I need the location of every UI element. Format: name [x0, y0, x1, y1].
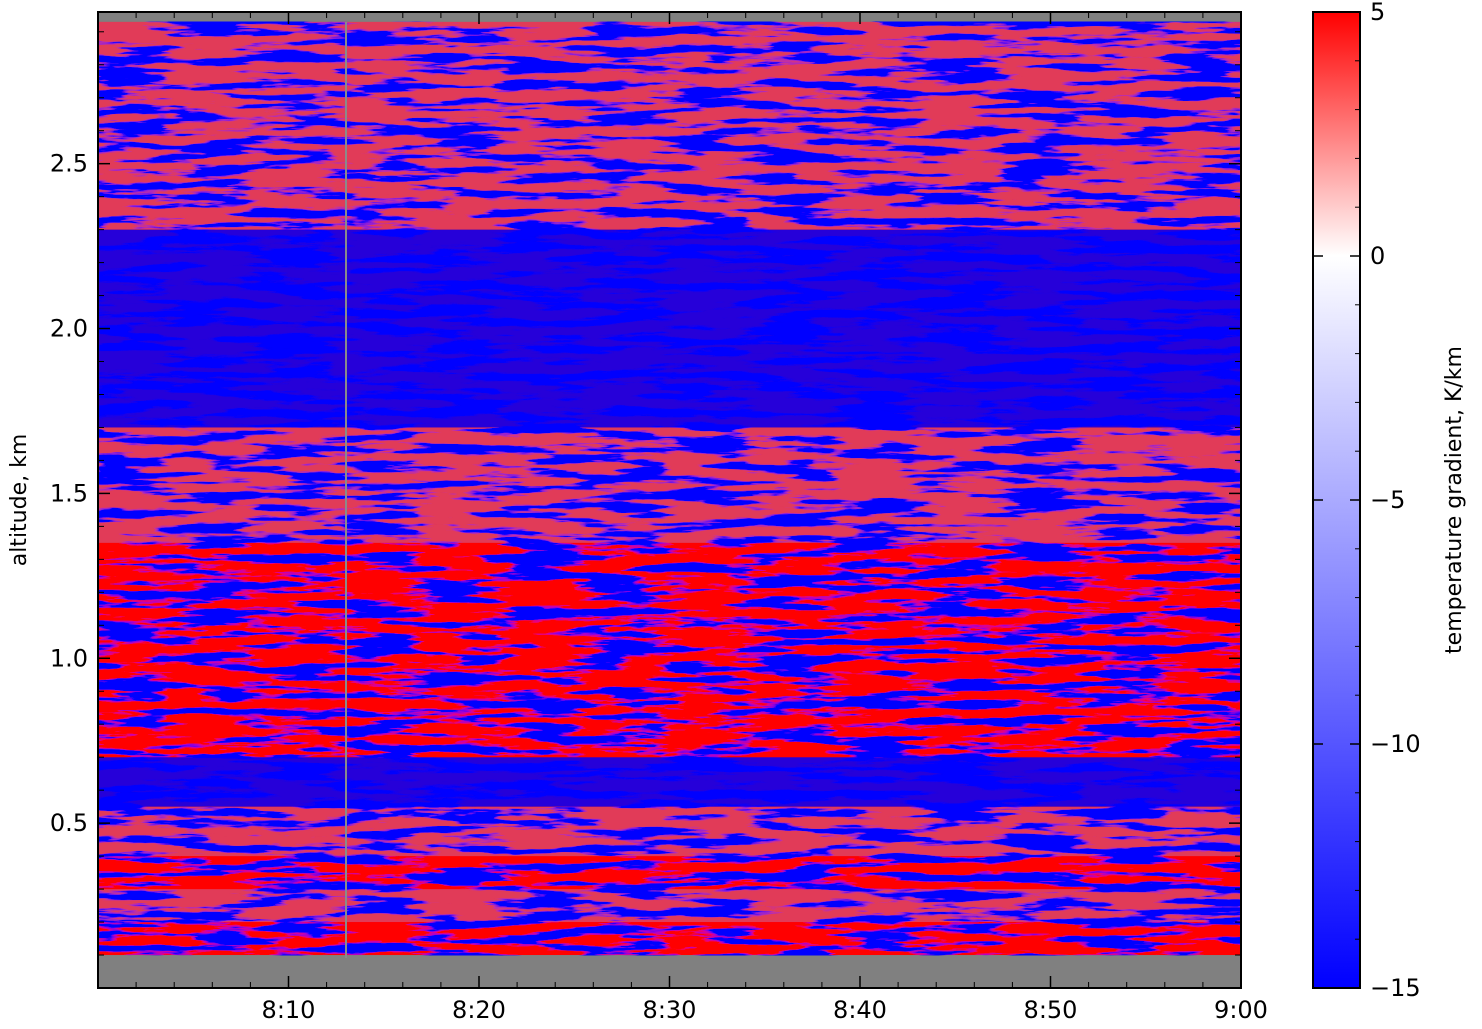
- heatmap-layer: [98, 542, 1241, 642]
- heatmap-layer: [98, 21, 1241, 230]
- heatmap-layers: [98, 21, 1241, 956]
- y-tick-label: 2.5: [50, 150, 88, 178]
- heatmap-layer: [98, 641, 1241, 758]
- colorbar-tick-label: −10: [1370, 730, 1421, 758]
- y-tick-label: 1.0: [50, 644, 88, 672]
- x-tick-label: 8:40: [833, 996, 887, 1024]
- heatmap-layer: [98, 757, 1241, 807]
- heatmap-layer: [98, 922, 1241, 956]
- heatmap-layer: [98, 229, 1241, 428]
- colorbar: 5 0 −5 −10 −15 temperature gradient, K/km: [1312, 0, 1467, 1002]
- y-axis: 0.5 1.0 1.5 2.0 2.5: [50, 31, 1241, 956]
- heatmap-layer: [98, 806, 1241, 857]
- x-tick-label: 8:30: [643, 996, 697, 1024]
- colorbar-tick-label: −5: [1370, 486, 1405, 514]
- x-tick-label: 8:10: [262, 996, 316, 1024]
- plot-area: [98, 12, 1241, 988]
- heatmap-layer: [98, 889, 1241, 923]
- x-tick-label: 9:00: [1214, 996, 1268, 1024]
- heatmap-layer: [98, 856, 1241, 890]
- y-tick-label: 2.0: [50, 315, 88, 343]
- y-axis-label: altitude, km: [7, 434, 32, 567]
- heatmap-layer: [98, 427, 1241, 543]
- x-tick-label: 8:20: [452, 996, 506, 1024]
- x-tick-label: 8:50: [1024, 996, 1078, 1024]
- y-tick-label: 0.5: [50, 809, 88, 837]
- plot-frame: [97, 11, 1242, 989]
- colorbar-tick-label: −15: [1370, 974, 1421, 1002]
- colorbar-tick-label: 5: [1370, 0, 1385, 26]
- colorbar-label: temperature gradient, K/km: [1442, 346, 1467, 654]
- y-tick-label: 1.5: [50, 479, 88, 507]
- x-axis: 8:10 8:20 8:30 8:40 8:50 9:00: [135, 12, 1268, 1024]
- colorbar-ticks: 5 0 −5 −10 −15: [1313, 0, 1421, 1002]
- colorbar-tick-label: 0: [1370, 242, 1385, 270]
